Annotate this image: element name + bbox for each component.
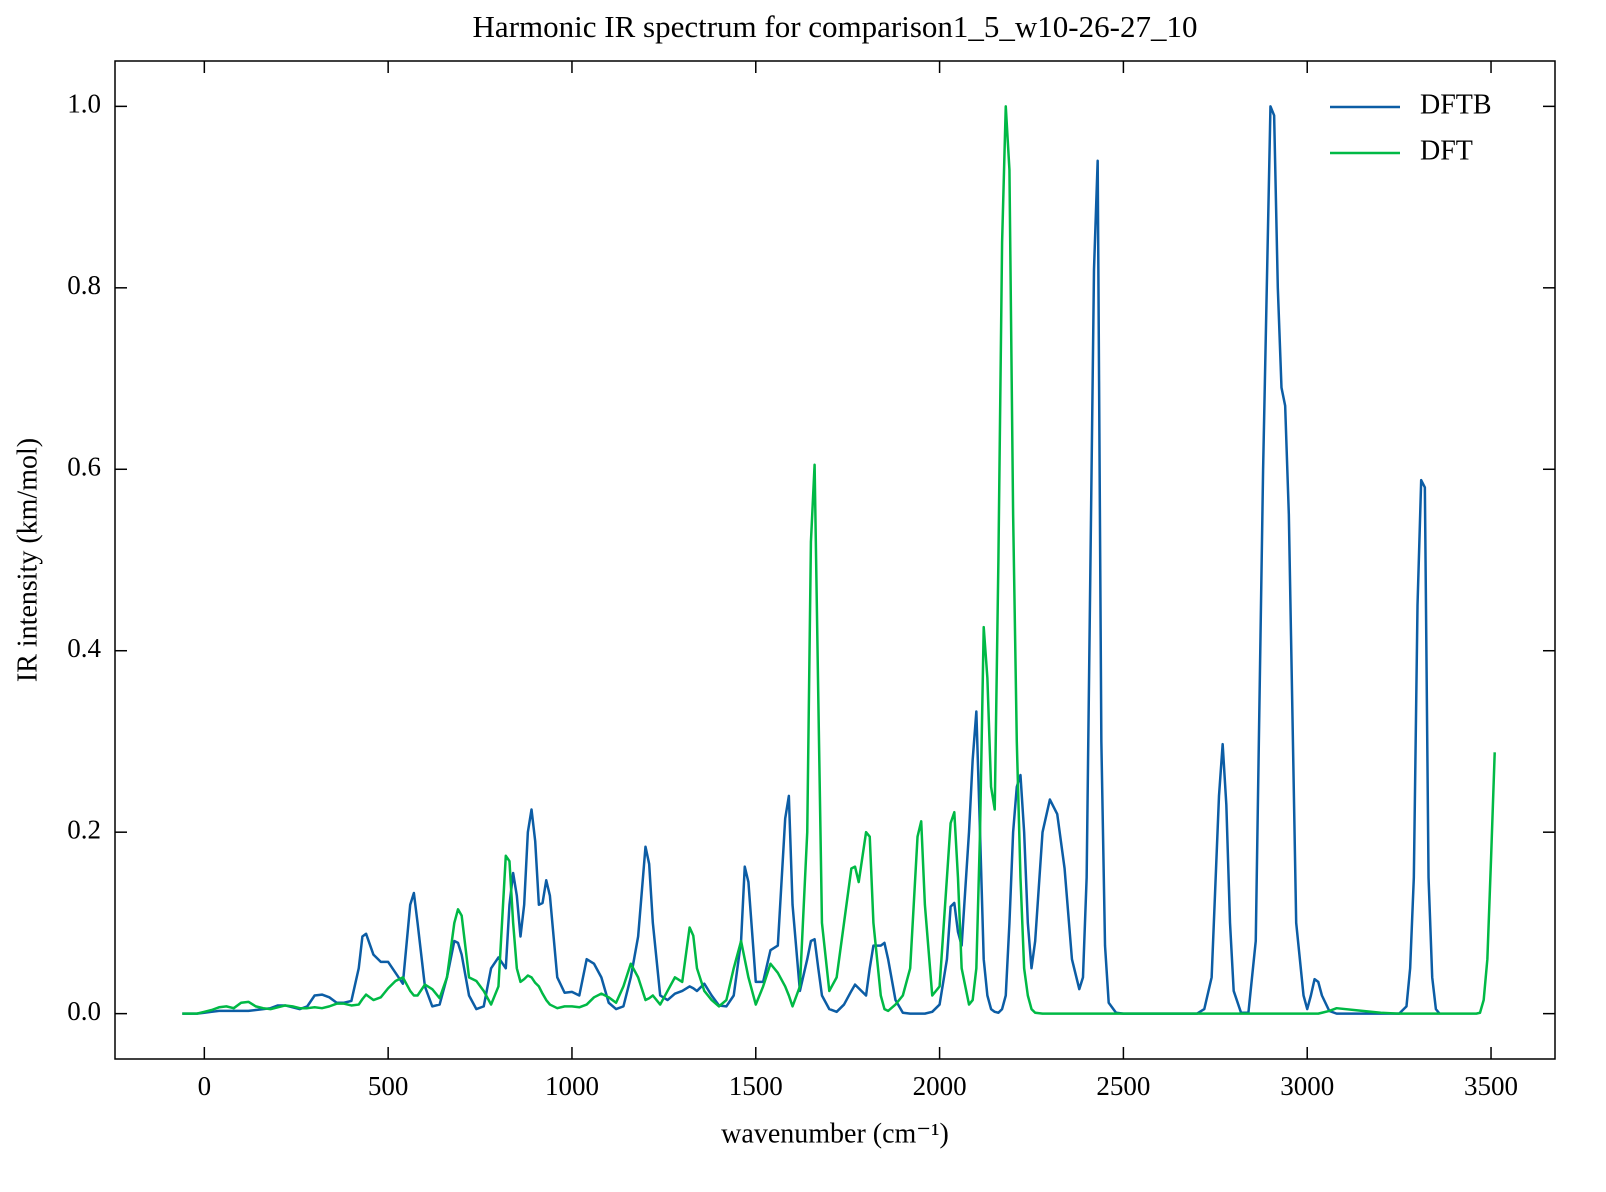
legend-label: DFT — [1420, 135, 1473, 166]
plot-frame — [114, 60, 1556, 1060]
x-tick-label: 500 — [368, 1071, 409, 1101]
y-tick-label: 0.6 — [67, 451, 101, 481]
y-tick-label: 0.8 — [67, 270, 101, 300]
series-line — [182, 105, 1496, 1015]
series-line — [182, 105, 1441, 1015]
legend: DFTB DFT — [1330, 89, 1492, 166]
x-tick-label: 2000 — [913, 1071, 967, 1101]
y-axis-label: IR intensity (km/mol) — [12, 438, 43, 682]
x-tick-label: 0 — [198, 1071, 212, 1101]
x-tick-label: 2500 — [1096, 1071, 1150, 1101]
y-tick-label: 1.0 — [67, 89, 101, 119]
x-tick-label: 3000 — [1280, 1071, 1334, 1101]
x-tick-label: 1000 — [545, 1071, 599, 1101]
y-tick-label: 0.4 — [67, 633, 101, 663]
legend-label: DFTB — [1420, 89, 1492, 120]
y-tick-label: 0.2 — [67, 814, 101, 844]
x-tick-label: 1500 — [729, 1071, 783, 1101]
y-tick-label: 0.0 — [67, 996, 101, 1026]
x-tick-label: 3500 — [1464, 1071, 1518, 1101]
x-axis-label: wavenumber (cm⁻¹) — [721, 1118, 949, 1149]
chart-title: Harmonic IR spectrum for comparison1_5_w… — [473, 9, 1198, 44]
